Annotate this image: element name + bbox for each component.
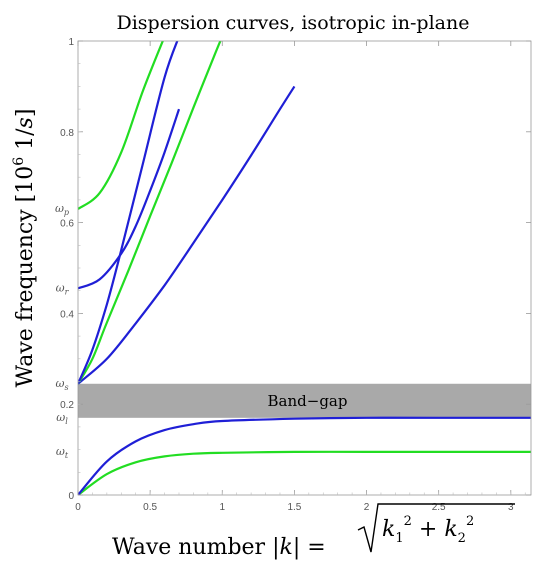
y-axis-title: Wave frequency [106 1/s] (11, 109, 38, 388)
series-line-5 (78, 41, 179, 385)
omega-label: ωp (55, 202, 69, 217)
x-tick-label: 3 (508, 502, 514, 513)
y-ticks: 0 0.2 0.4 0.6 0.8 1 (60, 37, 531, 502)
plot-area: Band−gap (78, 41, 531, 495)
series-line-1 (78, 450, 531, 495)
x-tick-label: 2 (364, 502, 370, 513)
omega-label: ωs (55, 377, 68, 392)
sqrt-sign (357, 503, 515, 553)
series-group (78, 41, 531, 495)
y-tick-label: 0.6 (60, 219, 74, 230)
plot-border (77, 40, 532, 496)
y-tick-label: 0.4 (60, 309, 74, 320)
omega-label: ωr (56, 281, 70, 296)
svg-text:Wave number |k| =: Wave number |k| = (112, 535, 326, 560)
x-axis-title: Wave number |k| = k12 + k22 (112, 503, 515, 560)
x-ticks: 0 0.5 1 1.5 2 2.5 3 (75, 41, 526, 513)
band-gap-label: Band−gap (268, 392, 348, 410)
chart-title: Dispersion curves, isotropic in-plane (117, 12, 470, 34)
x-tick-label: 1.5 (287, 502, 301, 513)
series-line-4 (78, 41, 222, 385)
y-tick-label: 0 (68, 491, 74, 502)
band-gap-region (78, 383, 531, 418)
svg-text:Wave frequency [106 1/s]: Wave frequency [106 1/s] (11, 109, 38, 388)
y-tick-label: 0.8 (60, 128, 74, 139)
omega-label: ωt (56, 445, 69, 460)
y-tick-label: 1 (68, 37, 74, 48)
series-line-6 (78, 108, 181, 290)
series-line-2 (78, 416, 531, 495)
y-tick-label: 0.2 (60, 400, 74, 411)
x-tick-label: 2.5 (432, 502, 446, 513)
plot-frame (77, 40, 532, 496)
series-line-7 (78, 41, 164, 210)
svg-text:k12 + k22: k12 + k22 (382, 514, 474, 546)
x-tick-label: 1 (219, 502, 225, 513)
x-tick-label: 0 (75, 502, 81, 513)
omega-label: ωl (56, 411, 68, 426)
series-line-3 (78, 85, 296, 385)
x-tick-label: 0.5 (143, 502, 157, 513)
omega-labels: ωt ωl ωs ωr ωp (55, 202, 70, 460)
